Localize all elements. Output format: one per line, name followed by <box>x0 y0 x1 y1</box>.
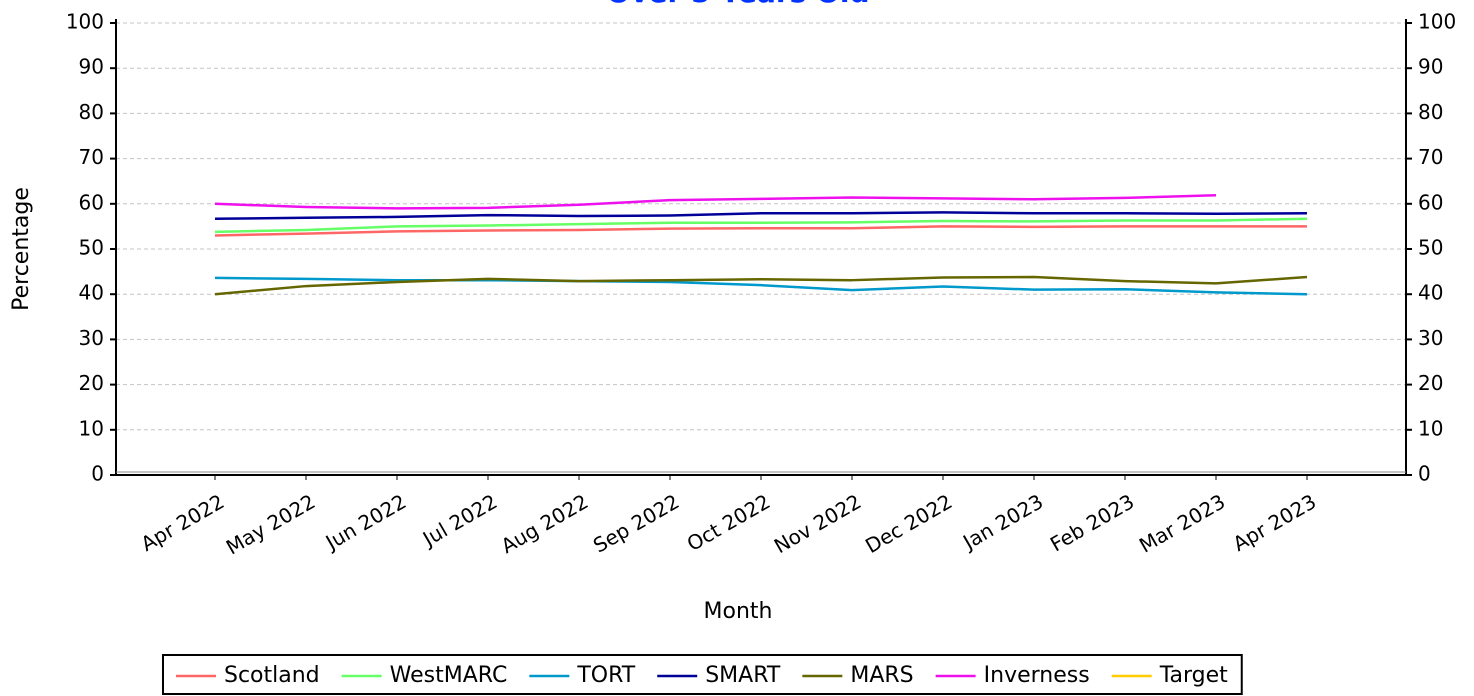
y2-tick-label: 20 <box>1418 371 1443 395</box>
y-axis-label: Percentage <box>9 187 34 311</box>
x-tick-label: Dec 2022 <box>861 489 956 558</box>
x-tick-label: Mar 2023 <box>1135 489 1229 557</box>
y2-tick-label: 50 <box>1418 236 1443 260</box>
x-tick-label: Nov 2022 <box>770 489 865 558</box>
x-tick-label: Feb 2023 <box>1046 489 1138 556</box>
x-tick-label: Sep 2022 <box>589 489 683 557</box>
x-axis-label: Month <box>704 599 773 624</box>
data-line <box>214 275 1308 296</box>
data-line <box>214 193 1217 210</box>
y2-tick-label: 60 <box>1418 190 1443 214</box>
y-tick-label: 70 <box>79 145 104 169</box>
chart-title: Over 5 Years Old <box>606 0 869 9</box>
x-tick-label: May 2022 <box>222 489 319 559</box>
legend: Scotland WestMARC TORT SMART MARS Inverness Ta… <box>162 654 1243 695</box>
y-tick-label: 90 <box>79 55 104 79</box>
data-line <box>214 225 1307 237</box>
y2-tick-label: 30 <box>1418 326 1443 350</box>
y-tick-label: 50 <box>79 236 104 260</box>
legend-label: WestMARC <box>390 663 508 688</box>
y2-tick-label: 40 <box>1418 281 1443 305</box>
data-line <box>214 276 1308 296</box>
legend-label: Inverness <box>984 663 1090 688</box>
y-tick-label: 60 <box>79 190 104 214</box>
x-tick-label: Oct 2022 <box>683 489 775 556</box>
y2-tick-label: 0 <box>1418 462 1431 486</box>
legend-label: TORT <box>576 663 635 688</box>
y2-tick-label: 10 <box>1418 416 1443 440</box>
x-tick-label: Aug 2022 <box>497 489 592 558</box>
y-tick-label: 10 <box>79 416 104 440</box>
legend-label: SMART <box>705 663 781 688</box>
y-tick-label: 20 <box>79 371 104 395</box>
legend-label: Scotland <box>224 663 320 688</box>
data-line <box>214 217 1308 234</box>
legend-label: Target <box>1159 663 1228 688</box>
legend-box <box>162 654 1243 695</box>
y-tick-label: 40 <box>79 281 104 305</box>
x-tick-label: Apr 2023 <box>1229 489 1321 556</box>
data-line <box>214 211 1308 220</box>
y2-tick-label: 80 <box>1418 100 1443 124</box>
y-tick-label: 100 <box>66 10 104 34</box>
x-tick-label: Apr 2022 <box>137 489 229 556</box>
y2-tick-label: 70 <box>1418 145 1443 169</box>
y-tick-label: 80 <box>79 100 104 124</box>
legend-label: MARS <box>850 663 913 688</box>
y2-tick-label: 100 <box>1418 10 1456 34</box>
y-tick-label: 30 <box>79 326 104 350</box>
y-tick-label: 0 <box>91 462 104 486</box>
x-tick-label: Jan 2023 <box>957 489 1047 555</box>
y2-tick-label: 90 <box>1418 55 1443 79</box>
x-tick-label: Jun 2022 <box>320 489 410 555</box>
x-tick-label: Jul 2022 <box>417 489 501 551</box>
